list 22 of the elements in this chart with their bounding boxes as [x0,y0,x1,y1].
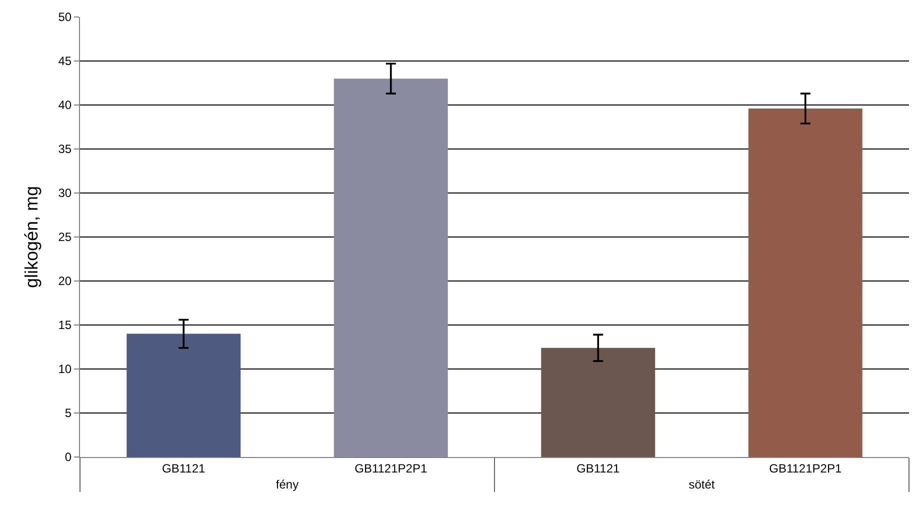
text: sötét [688,477,716,492]
x-tick-label: GB1121 [162,461,206,476]
y-tick-label: 45 [58,54,72,68]
x-tick-label: GB1121P2P1 [769,461,842,476]
y-tick-label: 10 [58,362,72,376]
y-tick-label: 15 [58,318,72,332]
y-tick-label: 30 [58,186,72,200]
y-tick-label: 0 [64,450,72,464]
bar [541,348,656,457]
y-axis-title: glikogén, mg [21,186,42,288]
text: fény [276,477,299,492]
bar [748,108,862,457]
y-tick-label: 40 [58,98,72,112]
x-tick-label: GB1121 [576,461,620,476]
y-tick-label: 50 [58,10,72,24]
bar [126,334,241,457]
y-tick-label: 35 [58,142,72,156]
y-tick-label: 25 [58,230,72,244]
y-tick-label: 20 [58,274,72,288]
bar [334,78,448,457]
x-tick-label: GB1121P2P1 [354,461,428,476]
y-tick-label: 5 [64,406,72,420]
